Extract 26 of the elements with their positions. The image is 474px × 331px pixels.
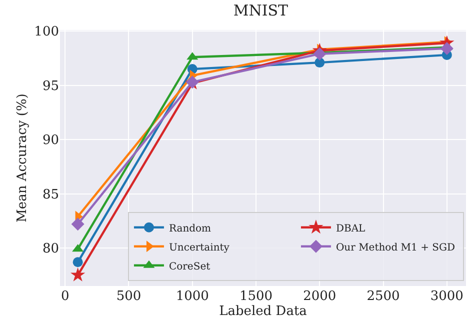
- y-tick-label: 100: [34, 24, 59, 40]
- x-axis-title: Labeled Data: [219, 304, 308, 319]
- point: [70, 267, 86, 282]
- legend-label: Uncertainty: [168, 242, 230, 254]
- y-axis-title: Mean Accuracy (%): [15, 94, 30, 222]
- legend-label: Our Method M1 + SGD: [336, 242, 455, 254]
- y-tick-label: 85: [42, 187, 59, 202]
- legend-label: CoreSet: [168, 261, 210, 272]
- legend-label: DBAL: [336, 223, 366, 234]
- y-tick-label: 80: [42, 242, 59, 257]
- y-tick-label: 95: [42, 78, 59, 94]
- x-tick-label: 500: [116, 289, 142, 304]
- legend-label: Random: [168, 223, 212, 234]
- x-tick-label: 1000: [176, 289, 209, 304]
- x-tick-label: 3000: [430, 289, 464, 304]
- point: [71, 218, 84, 231]
- point: [314, 58, 325, 68]
- x-tick-label: 2500: [366, 289, 400, 304]
- chart-title: MNIST: [233, 1, 288, 20]
- point: [440, 42, 454, 55]
- point: [313, 47, 326, 60]
- y-tick-label: 90: [42, 133, 59, 148]
- x-tick-label: 2000: [303, 289, 336, 304]
- point: [72, 257, 83, 268]
- x-tick-label: 0: [60, 289, 70, 304]
- x-tick-label: 1500: [239, 289, 273, 304]
